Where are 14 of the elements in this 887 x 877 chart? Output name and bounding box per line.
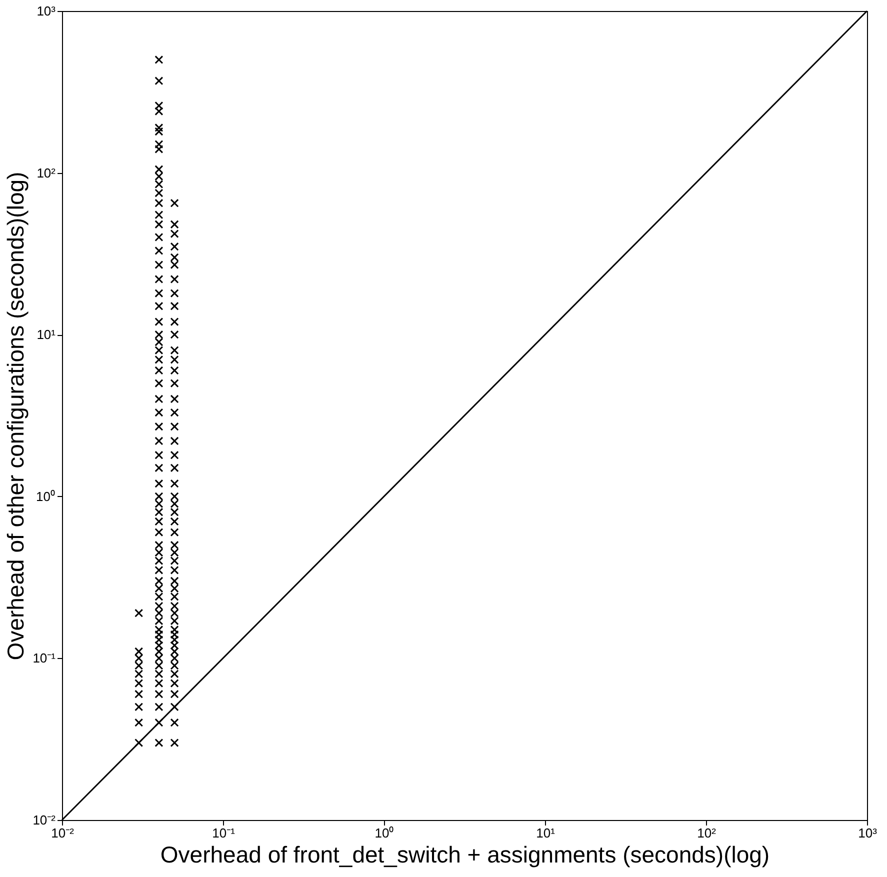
y-tick-label: 10⁻² bbox=[32, 812, 56, 828]
y-tick-label: 10² bbox=[36, 165, 56, 180]
x-tick-label: 10³ bbox=[858, 826, 878, 840]
x-tick-label: 10⁰ bbox=[374, 826, 394, 840]
y-tick-label: 10³ bbox=[36, 4, 56, 18]
x-tick-label: 10¹ bbox=[536, 826, 556, 840]
y-tick-label: 10⁰ bbox=[36, 488, 56, 504]
x-tick-label: 10⁻¹ bbox=[212, 826, 236, 840]
x-tick-label: 10² bbox=[697, 826, 717, 840]
y-axis-title: Overhead of other configurations (seconds)(log) bbox=[2, 172, 29, 660]
y-tick-label: 10⁻¹ bbox=[32, 650, 56, 666]
x-axis-title: Overhead of front_det_switch + assignments (seconds)(log) bbox=[160, 842, 770, 868]
y-tick-label: 10¹ bbox=[36, 327, 56, 342]
x-tick-label: 10⁻² bbox=[51, 826, 75, 840]
